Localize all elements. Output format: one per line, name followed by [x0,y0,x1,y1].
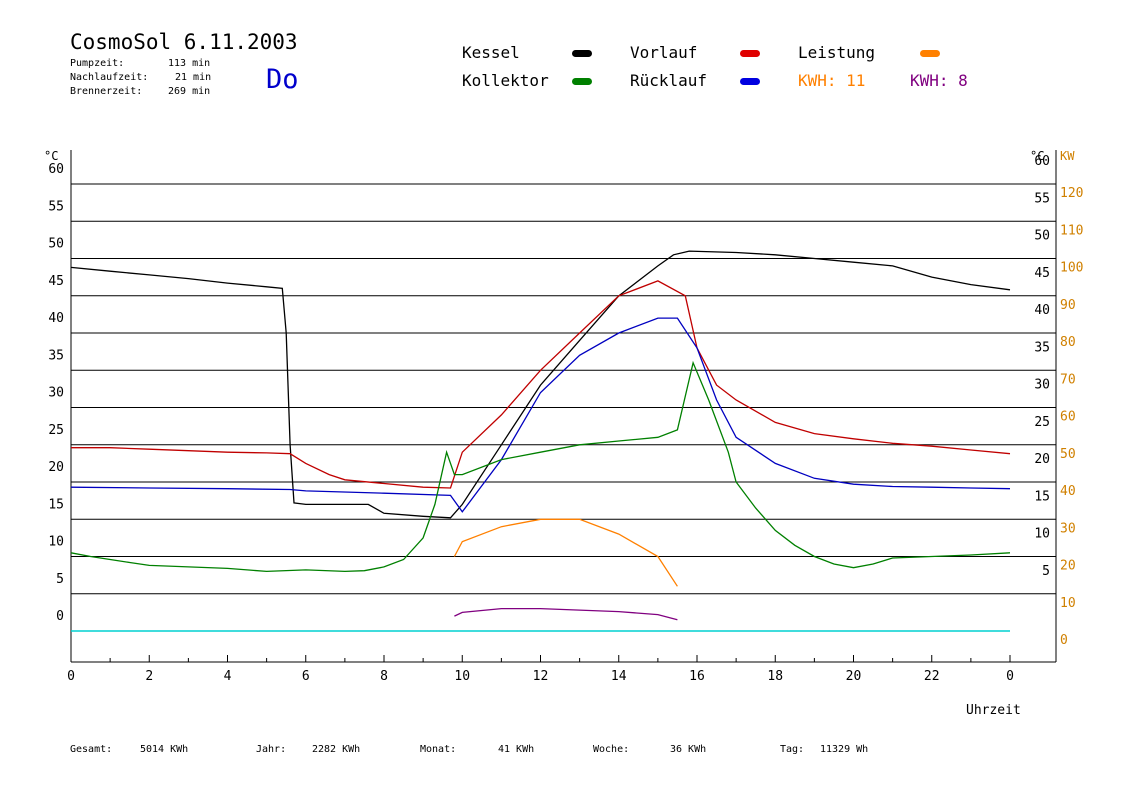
x-tick-label: 4 [224,669,232,684]
y-tick-label-power: 0 [1060,633,1068,648]
footer-value-woche: 36 KWh [670,744,707,755]
footer-label-gesamt: Gesamt: [70,744,113,755]
y-tick-label-power: 90 [1060,298,1076,313]
y-tick-label-left: 30 [48,386,64,401]
stat-value-nachlaufzeit: 21 min [175,72,212,83]
y-tick-label-power: 40 [1060,484,1076,499]
legend-swatch-ruecklauf [740,78,760,85]
legend-kwh-purple: KWH: 8 [910,71,968,90]
stat-label-pumpzeit: Pumpzeit: [70,58,125,69]
y-tick-label-right: 5 [1042,564,1050,579]
x-tick-label: 12 [533,669,549,684]
stat-value-pumpzeit: 113 min [168,58,211,69]
y-tick-label-power: 100 [1060,261,1083,276]
footer-label-woche: Woche: [593,744,630,755]
footer-value-tag: 11329 Wh [820,744,869,755]
legend-label-kollektor: Kollektor [462,71,549,90]
x-tick-label: 0 [1006,669,1014,684]
y-axis-label-right: °C [1030,149,1044,163]
y-tick-label-right: 45 [1034,266,1050,281]
y-tick-label-power: 110 [1060,223,1083,238]
y-tick-label-left: 5 [56,572,64,587]
y-tick-label-right: 15 [1034,489,1050,504]
y-tick-label-power: 30 [1060,521,1076,536]
y-tick-label-left: 10 [48,535,64,550]
x-tick-label: 22 [924,669,940,684]
footer-value-jahr: 2282 KWh [312,744,361,755]
series-line-kollektor [70,360,1011,573]
x-tick-label: 6 [302,669,310,684]
y-tick-label-power: 120 [1060,186,1083,201]
footer-label-monat: Monat: [420,744,457,755]
y-tick-label-left: 35 [48,348,64,363]
footer-label-tag: Tag: [780,744,805,755]
x-tick-label: 18 [767,669,783,684]
series-line-r-cklauf [70,317,1011,513]
weekday-label: Do [266,64,299,95]
legend-swatch-kessel [572,50,592,57]
footer-value-monat: 41 KWh [498,744,535,755]
legend-swatch-kollektor [572,78,592,85]
y-axis-label-left: °C [44,149,58,163]
x-tick-label: 16 [689,669,705,684]
x-axis-label: Uhrzeit [966,703,1021,718]
x-tick-label: 20 [846,669,862,684]
y-tick-label-power: 70 [1060,372,1076,387]
y-tick-label-power: 60 [1060,410,1076,425]
y-tick-label-power: 20 [1060,559,1076,574]
y-tick-label-left: 60 [48,162,64,177]
x-tick-label: 14 [611,669,627,684]
y-tick-label-left: 20 [48,460,64,475]
stat-value-brennerzeit: 269 min [168,86,211,97]
footer-value-gesamt: 5014 KWh [140,744,189,755]
x-tick-label: 8 [380,669,388,684]
stat-label-brennerzeit: Brennerzeit: [70,86,143,97]
y-tick-label-left: 45 [48,274,64,289]
x-tick-label: 2 [145,669,153,684]
x-tick-label: 0 [67,669,75,684]
y-tick-label-right: 30 [1034,378,1050,393]
y-tick-label-left: 55 [48,199,64,214]
y-tick-label-power: 10 [1060,596,1076,611]
y-tick-label-left: 0 [56,609,64,624]
y-tick-label-right: 10 [1034,527,1050,542]
tick-labels: 0 2 4 6 8 10 12 14 16 18 20 22 005101520253035404550… [48,154,1083,684]
y-tick-label-left: 50 [48,237,64,252]
y-tick-label-right: 25 [1034,415,1050,430]
series-line-kwh-8 [454,607,678,621]
y-tick-label-power: 80 [1060,335,1076,350]
chart-axes [70,150,1057,663]
legend-swatch-vorlauf [740,50,760,57]
legend-label-leistung: Leistung [798,43,876,62]
legend-kwh-orange: KWH: 11 [798,71,866,90]
series-line-leistung [453,518,678,587]
stat-label-nachlaufzeit: Nachlaufzeit: [70,72,149,83]
series-line-vorlauf [71,280,1011,489]
y-tick-label-power: 50 [1060,447,1076,462]
legend-swatch-leistung [920,50,940,57]
legend-label-vorlauf: Vorlauf [630,43,698,62]
y-tick-label-right: 50 [1034,229,1050,244]
y-tick-label-left: 15 [48,497,64,512]
series-line-kessel [70,250,1011,519]
y-tick-label-left: 40 [48,311,64,326]
y-tick-label-left: 25 [48,423,64,438]
legend-label-ruecklauf: Rücklauf [630,71,708,90]
y-axis-label-power: KW [1060,149,1075,163]
grid-lines [71,183,1056,595]
chart-title: CosmoSol 6.11.2003 [70,30,298,54]
footer-label-jahr: Jahr: [256,744,287,755]
legend-label-kessel: Kessel [462,43,520,62]
y-tick-label-right: 60 [1034,154,1050,169]
y-tick-label-right: 35 [1034,340,1050,355]
series-lines [70,250,1011,632]
y-tick-label-right: 20 [1034,452,1050,467]
x-tick-label: 10 [454,669,470,684]
y-tick-label-right: 55 [1034,191,1050,206]
y-tick-label-right: 40 [1034,303,1050,318]
